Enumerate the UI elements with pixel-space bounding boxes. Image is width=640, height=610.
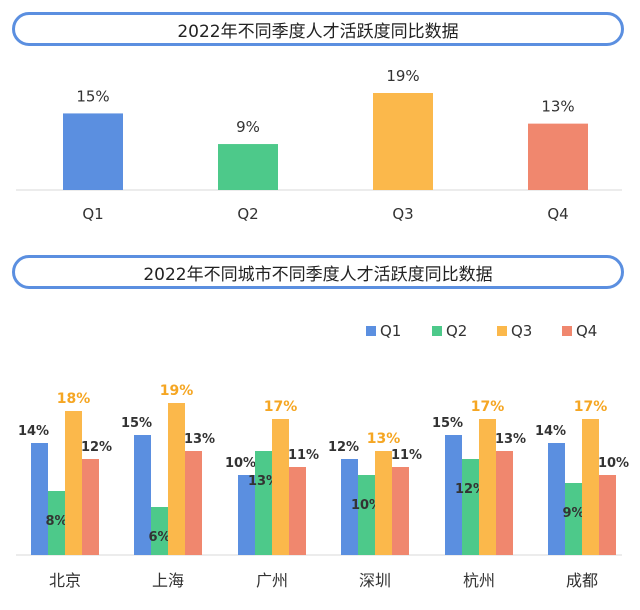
chart2-bar [151,507,168,555]
chart2-category-label: 广州 [256,571,288,590]
chart1-bar-q4 [528,123,588,190]
chart2-data-label: 10% [598,456,629,471]
chart2-bar [462,459,479,555]
chart2-category-label: 成都 [566,571,598,590]
chart1-category-label: Q2 [237,205,258,223]
chart1-category-label: Q3 [392,205,413,223]
chart2-bar [358,475,375,555]
chart2-data-label: 11% [288,448,319,463]
legend-swatch-q4 [562,326,572,336]
legend-label: Q4 [576,322,597,340]
chart2-bar [479,419,496,555]
chart2-data-label: 14% [18,424,49,439]
chart2-category-label: 上海 [152,571,184,590]
chart2-data-label: 10% [225,456,256,471]
chart2-data-label: 12% [328,440,359,455]
chart2-data-label: 15% [121,416,152,431]
chart2-data-label: 13% [495,432,526,447]
chart1-category-label: Q1 [82,205,103,223]
chart2-bar [272,419,289,555]
chart2-bar [185,451,202,555]
chart2-bar [599,475,616,555]
legend-label: Q3 [511,322,532,340]
chart2-data-label: 18% [57,391,91,407]
chart2-data-label: 17% [471,399,505,415]
chart2-bar [375,451,392,555]
chart2-data-label: 13% [367,431,401,447]
chart2-data-label: 17% [264,399,298,415]
chart1-data-label: 9% [236,118,260,136]
chart2-data-label: 9% [562,506,584,521]
chart2-bar [565,483,582,555]
chart2-data-label: 14% [535,424,566,439]
chart2-category-label: 北京 [49,571,81,590]
chart2-bar [238,475,255,555]
legend-swatch-q2 [432,326,442,336]
chart2-data-label: 6% [148,530,170,545]
chart2-data-label: 19% [160,383,194,399]
legend-swatch-q1 [366,326,376,336]
chart2-data-label: 10% [351,498,382,513]
chart2-bar [65,411,82,555]
chart2-data-label: 11% [391,448,422,463]
chart2-bar [582,419,599,555]
chart2-bar [82,459,99,555]
chart2-data-label: 15% [432,416,463,431]
chart2-bar [392,467,409,555]
chart2-title: 2022年不同城市不同季度人才活跃度同比数据 [12,255,624,289]
chart1-bar-q3 [373,93,433,190]
chart1-bar-q2 [218,144,278,190]
legend-label: Q2 [446,322,467,340]
chart2-bar [548,443,565,555]
legend-swatch-q3 [497,326,507,336]
chart2-bar [168,403,185,555]
chart2-data-label: 13% [248,474,279,489]
chart2-bar [31,443,48,555]
chart2-bar [496,451,513,555]
chart1-title: 2022年不同季度人才活跃度同比数据 [12,12,624,46]
chart2-bar [341,459,358,555]
chart1-bar-q1 [63,113,123,190]
chart2-bar [48,491,65,555]
chart1-data-label: 13% [541,98,574,116]
chart1-category-label: Q4 [547,205,568,223]
chart2-bar [134,435,151,555]
legend-label: Q1 [380,322,401,340]
chart2-data-label: 12% [455,482,486,497]
chart2-data-label: 13% [184,432,215,447]
chart2-category-label: 深圳 [359,571,391,590]
chart1-data-label: 19% [386,67,419,85]
chart2-data-label: 8% [45,514,67,529]
chart2-bar [445,435,462,555]
chart2-category-label: 杭州 [463,571,495,590]
chart2-data-label: 17% [574,399,608,415]
chart2-bar [255,451,272,555]
chart2-data-label: 12% [81,440,112,455]
chart2-bar [289,467,306,555]
chart1-data-label: 15% [76,87,109,105]
